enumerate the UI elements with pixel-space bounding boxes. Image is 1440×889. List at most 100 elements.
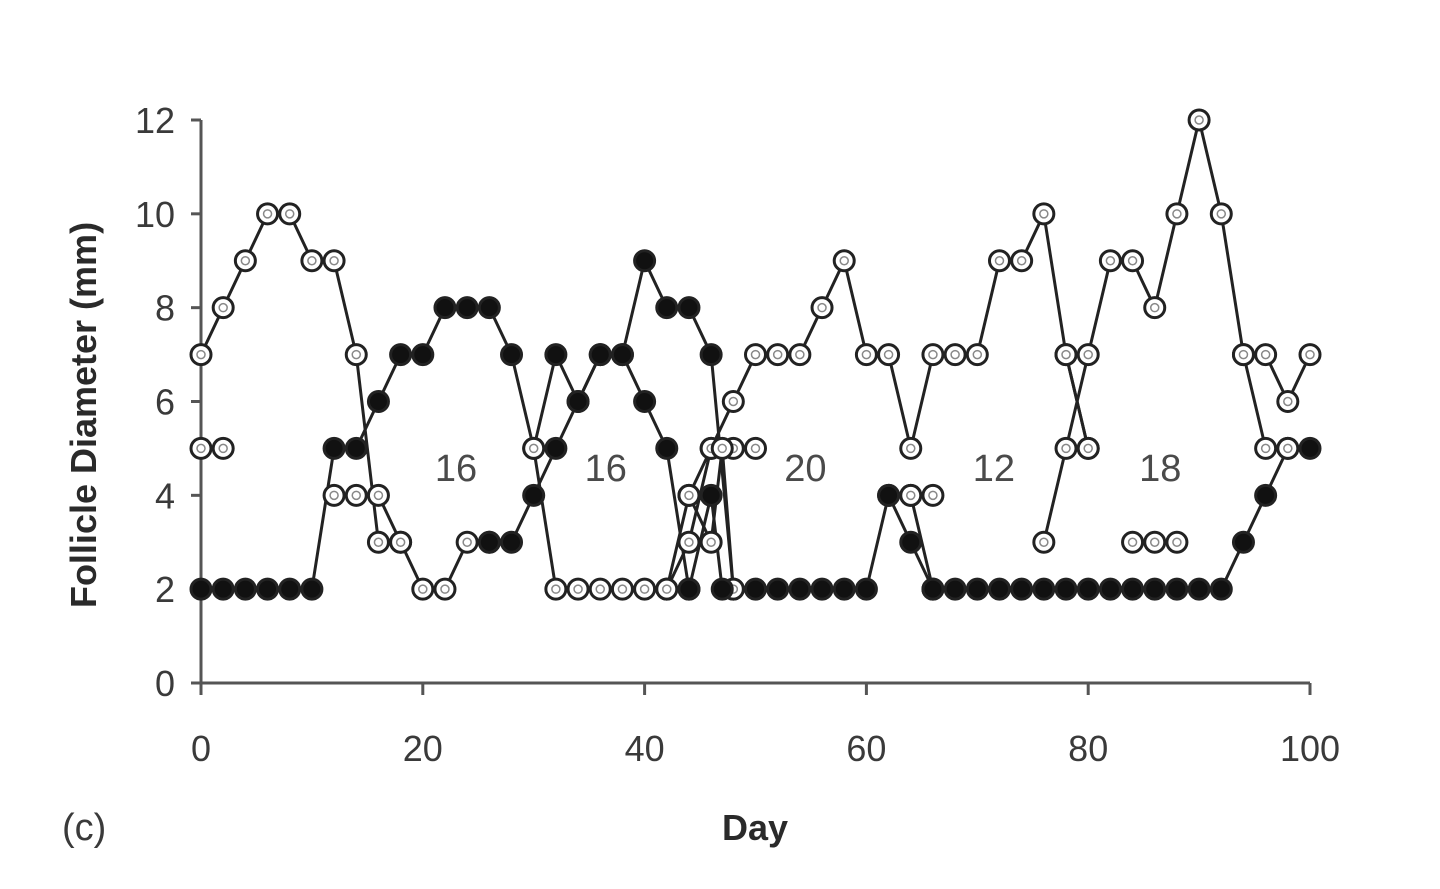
marker-center	[817, 302, 827, 313]
open-marker	[1276, 390, 1300, 413]
open-marker	[1010, 249, 1034, 273]
marker-center	[662, 584, 672, 594]
filled-marker	[677, 296, 701, 320]
markers-follicle-6	[522, 202, 1100, 601]
marker-center	[1238, 349, 1249, 360]
open-marker	[344, 343, 368, 367]
filled-marker	[699, 343, 723, 367]
series-follicle-4	[334, 493, 402, 543]
open-marker	[256, 202, 280, 226]
filled-marker	[1032, 577, 1056, 601]
filled-marker	[1187, 577, 1211, 601]
marker-center	[839, 256, 849, 266]
filled-marker	[766, 577, 790, 601]
marker-center	[528, 443, 539, 454]
open-marker	[189, 343, 213, 367]
marker-center	[373, 537, 384, 547]
marker-center	[373, 490, 384, 501]
marker-center	[462, 537, 472, 547]
series-line	[1064, 354, 1090, 449]
axes: 0 2 4 6 8 10 12 0 20 40 60 80 100	[135, 100, 1340, 769]
filled-marker	[633, 249, 657, 273]
filled-marker	[522, 483, 546, 507]
marker-center	[218, 302, 228, 313]
marker-center	[1127, 256, 1138, 266]
series-line	[334, 493, 402, 543]
marker-center	[750, 443, 761, 454]
marker-center	[795, 349, 805, 360]
marker-center	[329, 490, 339, 501]
filled-marker	[389, 343, 413, 367]
open-marker	[877, 343, 901, 367]
x-tick-label: 60	[846, 728, 886, 769]
marker-center	[1149, 537, 1160, 547]
markers-follicle-13	[1054, 343, 1100, 460]
marker-center	[440, 584, 450, 594]
marker-center	[1083, 349, 1093, 360]
open-marker	[721, 390, 745, 413]
open-marker	[1054, 436, 1078, 460]
filled-marker	[1054, 577, 1078, 601]
filled-marker	[699, 483, 723, 507]
open-marker	[1143, 530, 1167, 554]
y-tick-label: 10	[135, 194, 175, 235]
open-marker	[633, 577, 657, 601]
markers-follicle-11	[899, 483, 945, 507]
marker-center	[1016, 256, 1027, 266]
open-marker	[189, 436, 213, 460]
open-marker	[1231, 343, 1255, 367]
filled-marker	[1076, 577, 1100, 601]
filled-marker	[233, 577, 257, 601]
open-marker	[1276, 436, 1300, 460]
cycle-length-annotation: 12	[973, 448, 1015, 490]
y-tick-label: 4	[155, 475, 175, 516]
marker-center	[1283, 443, 1293, 454]
marker-center	[262, 209, 273, 219]
marker-center	[395, 537, 406, 547]
series-follicle-5	[489, 353, 691, 590]
y-tick-label: 8	[155, 288, 175, 329]
series-follicle-13	[1064, 354, 1090, 449]
open-marker	[1032, 202, 1056, 226]
filled-marker	[566, 390, 590, 413]
marker-center	[1283, 396, 1293, 407]
markers-follicle-8	[677, 436, 745, 601]
marker-center	[329, 256, 339, 266]
open-marker	[1254, 436, 1278, 460]
markers-follicle-14	[1121, 530, 1189, 554]
open-marker	[411, 577, 435, 601]
marker-center	[617, 584, 628, 594]
marker-center	[1083, 443, 1093, 454]
marker-center	[639, 584, 650, 594]
marker-center	[1172, 209, 1182, 219]
marker-center	[750, 349, 761, 360]
open-marker	[1098, 249, 1122, 273]
filled-marker	[788, 577, 812, 601]
filled-marker	[300, 577, 324, 601]
open-marker	[433, 577, 457, 601]
marker-center	[928, 490, 938, 501]
filled-marker	[544, 436, 568, 460]
series-layer	[189, 108, 1322, 601]
filled-marker	[610, 343, 634, 367]
filled-marker	[344, 436, 368, 460]
open-marker	[278, 202, 302, 226]
open-marker	[455, 530, 479, 554]
marker-center	[418, 584, 428, 594]
open-marker	[610, 577, 634, 601]
filled-marker	[189, 577, 213, 601]
marker-center	[240, 256, 251, 266]
marker-center	[861, 349, 872, 360]
marker-center	[1039, 537, 1049, 547]
marker-center	[218, 443, 228, 454]
marker-center	[706, 537, 716, 547]
marker-center	[551, 584, 561, 594]
markers-follicle-2	[189, 436, 235, 460]
open-marker	[655, 577, 679, 601]
filled-marker	[433, 296, 457, 320]
filled-marker	[1209, 577, 1233, 601]
marker-center	[684, 490, 694, 501]
filled-marker	[477, 296, 501, 320]
open-marker	[1032, 530, 1056, 554]
open-marker	[943, 343, 967, 367]
